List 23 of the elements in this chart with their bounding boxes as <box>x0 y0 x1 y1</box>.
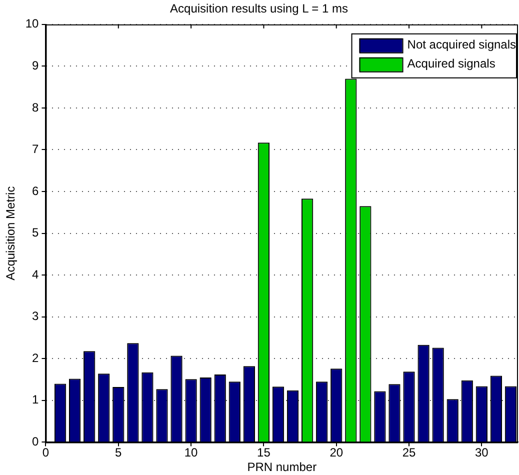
x-tick-label: 0 <box>42 446 50 460</box>
x-tick-label: 5 <box>115 446 122 460</box>
x-tick-label: 15 <box>257 446 271 460</box>
y-tick-label: 2 <box>32 350 40 365</box>
y-tick-label: 7 <box>32 142 40 156</box>
y-tick-label: 8 <box>32 100 40 114</box>
y-tick-label: 0 <box>32 434 40 449</box>
y-tick-label: 10 <box>25 16 40 31</box>
y-tick-label: 3 <box>32 309 40 324</box>
x-tick-label: 10 <box>184 446 198 460</box>
y-tick-label: 9 <box>32 58 40 72</box>
x-tick-label: 30 <box>474 446 489 460</box>
chart-title: Acquisition results using L = 1 ms <box>170 2 348 16</box>
legend-label: Not acquired signals <box>407 38 516 52</box>
legend-label: Acquired signals <box>407 56 496 71</box>
y-tick-label: 4 <box>32 267 40 282</box>
y-tick-label: 5 <box>32 226 40 240</box>
y-tick-label: 6 <box>32 184 40 198</box>
x-tick-label: 25 <box>402 446 416 460</box>
x-axis-title: PRN number <box>247 460 317 474</box>
x-tick-label: 20 <box>330 446 344 460</box>
y-tick-label: 1 <box>32 392 40 407</box>
y-axis-title: Acquisition Metric <box>4 186 18 280</box>
